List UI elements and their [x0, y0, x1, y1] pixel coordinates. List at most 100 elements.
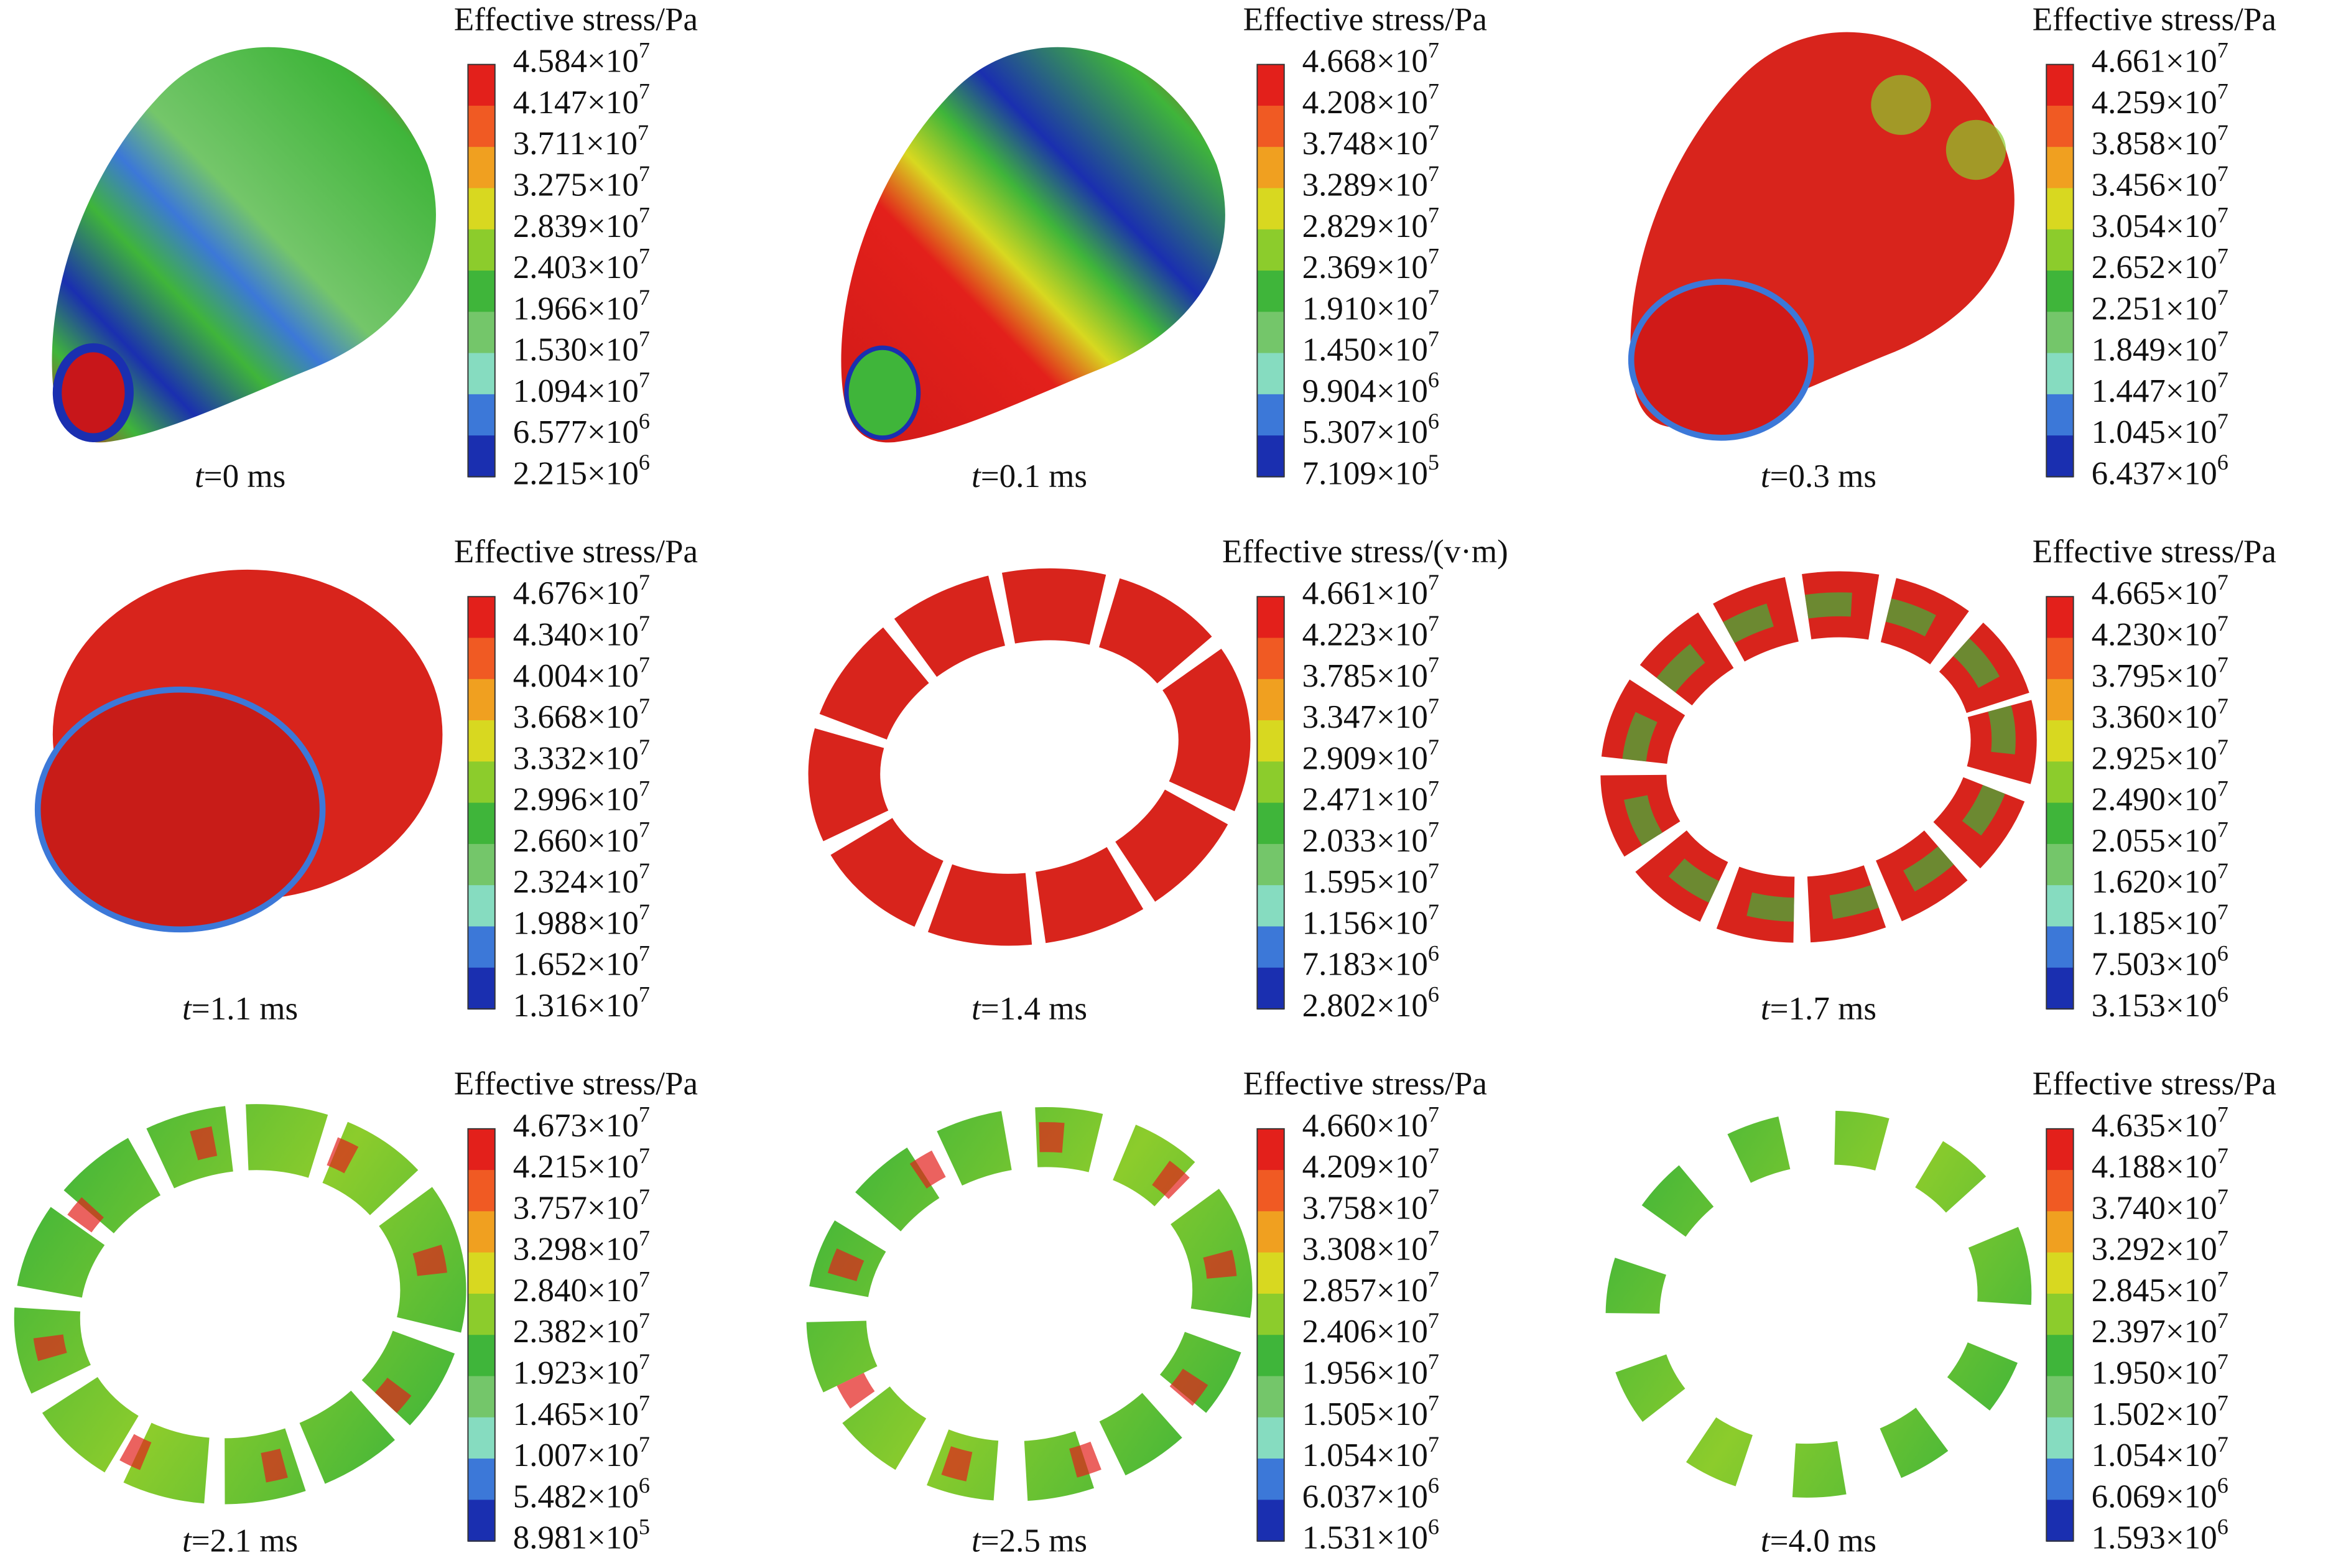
label-exponent: 7 — [1428, 858, 1439, 883]
label-exponent: 7 — [2217, 161, 2228, 186]
label-mantissa: 1.966×10 — [513, 290, 639, 327]
label-exponent: 7 — [639, 285, 650, 310]
color-band — [1257, 312, 1284, 354]
legend-title: Effective stress/(v·m) — [1222, 534, 1508, 570]
model-end — [844, 345, 921, 440]
label-exponent: 7 — [639, 1226, 650, 1251]
label-exponent: 7 — [1428, 652, 1439, 677]
label-exponent: 7 — [1428, 694, 1439, 718]
label-mantissa: 3.858×10 — [2092, 126, 2217, 162]
time-value: =1.1 ms — [192, 991, 298, 1027]
legend-label: 2.397×107 — [2092, 1308, 2228, 1350]
panel: Effective stress/(v·m)4.661×1074.223×107… — [808, 534, 1508, 1027]
model-ring — [32, 1122, 448, 1487]
model-spot — [1945, 119, 2006, 180]
color-band — [468, 885, 495, 927]
color-band — [468, 1211, 495, 1253]
time-label: t=1.1 ms — [182, 991, 298, 1027]
label-mantissa: 4.230×10 — [2092, 617, 2217, 653]
label-mantissa: 1.531×10 — [1302, 1520, 1428, 1556]
label-mantissa: 1.447×10 — [2092, 373, 2217, 409]
label-mantissa: 4.209×10 — [1302, 1149, 1428, 1185]
label-exponent: 7 — [1428, 611, 1439, 636]
label-mantissa: 1.316×10 — [513, 988, 639, 1024]
time-variable: t — [971, 458, 981, 494]
model-end — [34, 686, 326, 933]
label-exponent: 7 — [639, 1432, 650, 1457]
legend-title: Effective stress/Pa — [2033, 1066, 2276, 1102]
label-mantissa: 3.153×10 — [2092, 988, 2217, 1024]
time-label: t=0.1 ms — [971, 458, 1087, 494]
label-exponent: 7 — [1428, 244, 1439, 269]
color-band — [468, 188, 495, 230]
label-mantissa: 3.668×10 — [513, 699, 639, 735]
label-exponent: 7 — [2217, 1391, 2228, 1416]
label-mantissa: 2.925×10 — [2092, 741, 2217, 777]
legend-label: 4.668×107 — [1302, 38, 1439, 80]
label-mantissa: 4.223×10 — [1302, 617, 1428, 653]
legend-label: 5.307×106 — [1302, 409, 1439, 450]
label-exponent: 7 — [1428, 1267, 1439, 1292]
label-mantissa: 2.471×10 — [1302, 782, 1428, 818]
color-band — [468, 271, 495, 313]
legend-label: 4.661×107 — [1302, 570, 1439, 611]
color-band — [468, 229, 495, 272]
time-value: =0 ms — [204, 458, 286, 494]
color-band — [1257, 1500, 1284, 1542]
colorbar-frame — [467, 596, 496, 1009]
model-spot — [1871, 75, 1931, 135]
legend-label: 6.037×106 — [1302, 1473, 1439, 1515]
label-mantissa: 3.289×10 — [1302, 167, 1428, 203]
label-exponent: 7 — [639, 817, 650, 842]
time-value: =2.5 ms — [981, 1523, 1087, 1559]
time-label: t=0 ms — [195, 458, 285, 494]
legend-label: 2.406×107 — [1302, 1308, 1439, 1350]
legend-label: 3.740×107 — [2092, 1184, 2228, 1226]
label-exponent: 7 — [2217, 570, 2228, 595]
label-exponent: 7 — [1428, 285, 1439, 310]
label-mantissa: 1.988×10 — [513, 906, 639, 942]
label-mantissa: 4.215×10 — [513, 1149, 639, 1185]
label-mantissa: 2.324×10 — [513, 864, 639, 900]
label-exponent: 7 — [2217, 694, 2228, 718]
label-mantissa: 3.308×10 — [1302, 1232, 1428, 1268]
label-exponent: 7 — [1428, 735, 1439, 759]
colorbar-frame — [2046, 63, 2074, 478]
label-exponent: 7 — [2217, 1184, 2228, 1209]
color-band — [468, 596, 495, 639]
legend-label: 1.316×107 — [513, 982, 650, 1024]
color-band — [2046, 1252, 2074, 1295]
label-mantissa: 2.845×10 — [2092, 1273, 2217, 1309]
legend-label: 2.369×107 — [1302, 244, 1439, 285]
label-exponent: 7 — [1428, 327, 1439, 351]
color-band — [468, 967, 495, 1010]
model-ring — [808, 568, 1251, 946]
label-mantissa: 3.757×10 — [513, 1190, 639, 1227]
label-mantissa: 7.183×10 — [1302, 947, 1428, 983]
label-exponent: 7 — [2217, 1143, 2228, 1168]
legend-label: 2.382×107 — [513, 1308, 650, 1350]
label-exponent: 5 — [1428, 450, 1439, 475]
legend-label: 4.584×107 — [513, 38, 650, 80]
legend-title: Effective stress/Pa — [454, 1066, 698, 1102]
color-band — [468, 147, 495, 189]
label-mantissa: 4.259×10 — [2092, 85, 2217, 121]
color-band — [2046, 188, 2074, 230]
legend-label: 1.966×107 — [513, 285, 650, 327]
legend-label: 2.251×107 — [2092, 285, 2228, 327]
time-variable: t — [971, 991, 981, 1027]
color-band — [2046, 1417, 2074, 1460]
label-exponent: 7 — [639, 611, 650, 636]
label-exponent: 7 — [639, 899, 650, 924]
label-exponent: 7 — [2217, 858, 2228, 883]
legend-label: 1.447×107 — [2092, 368, 2228, 409]
legend-label: 4.259×107 — [2092, 79, 2228, 121]
label-exponent: 7 — [2217, 120, 2228, 145]
color-band — [1257, 105, 1284, 148]
color-band — [468, 1459, 495, 1501]
label-exponent: 7 — [1428, 776, 1439, 801]
label-exponent: 7 — [1428, 1102, 1439, 1127]
label-exponent: 6 — [2217, 450, 2228, 475]
label-mantissa: 6.577×10 — [513, 414, 639, 450]
color-band — [468, 926, 495, 968]
